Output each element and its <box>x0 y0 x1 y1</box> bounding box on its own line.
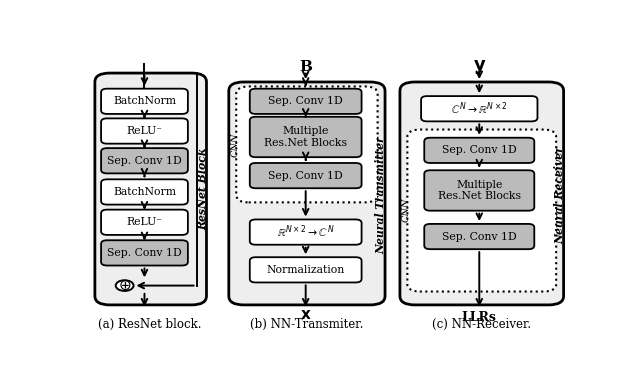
Text: Sep. Conv 1D: Sep. Conv 1D <box>268 96 343 106</box>
Text: LLRs: LLRs <box>462 311 497 324</box>
Circle shape <box>116 280 134 291</box>
FancyBboxPatch shape <box>250 89 362 114</box>
Text: Multiple
Res.Net Blocks: Multiple Res.Net Blocks <box>438 179 521 201</box>
FancyBboxPatch shape <box>101 240 188 266</box>
FancyBboxPatch shape <box>400 82 564 305</box>
Text: Neural Transmitter: Neural Transmitter <box>376 136 387 254</box>
Text: Neural Receiver: Neural Receiver <box>554 146 565 244</box>
Text: $\mathbb{C}^N \rightarrow \mathbb{R}^{N\times 2}$: $\mathbb{C}^N \rightarrow \mathbb{R}^{N\… <box>451 100 508 117</box>
FancyBboxPatch shape <box>101 210 188 235</box>
FancyBboxPatch shape <box>101 148 188 173</box>
Text: Sep. Conv 1D: Sep. Conv 1D <box>268 171 343 181</box>
Text: ResNet Block: ResNet Block <box>198 148 209 230</box>
FancyBboxPatch shape <box>408 130 556 291</box>
Text: ReLU⁻: ReLU⁻ <box>127 217 163 227</box>
FancyBboxPatch shape <box>424 170 534 211</box>
Text: ReLU⁻: ReLU⁻ <box>127 126 163 136</box>
Text: $\mathbf{x}$: $\mathbf{x}$ <box>300 308 312 322</box>
Text: $\mathbb{R}^{N\times 2} \rightarrow \mathbb{C}^N$: $\mathbb{R}^{N\times 2} \rightarrow \mat… <box>277 224 335 240</box>
Text: Multiple
Res.Net Blocks: Multiple Res.Net Blocks <box>264 126 347 148</box>
FancyBboxPatch shape <box>101 89 188 114</box>
Text: $\oplus$: $\oplus$ <box>118 278 131 293</box>
Text: Sep. Conv 1D: Sep. Conv 1D <box>442 232 516 242</box>
FancyBboxPatch shape <box>95 73 207 305</box>
Text: CNN: CNN <box>401 198 410 222</box>
Text: BatchNorm: BatchNorm <box>113 96 176 106</box>
FancyBboxPatch shape <box>229 82 385 305</box>
Text: $\mathbf{y}$: $\mathbf{y}$ <box>472 58 486 76</box>
FancyBboxPatch shape <box>250 220 362 245</box>
Text: CNN: CNN <box>230 132 239 157</box>
Text: BatchNorm: BatchNorm <box>113 187 176 197</box>
Text: B: B <box>299 60 312 74</box>
FancyBboxPatch shape <box>421 96 538 121</box>
Text: Normalization: Normalization <box>266 265 345 275</box>
FancyBboxPatch shape <box>101 119 188 144</box>
Text: Sep. Conv 1D: Sep. Conv 1D <box>107 248 182 258</box>
FancyBboxPatch shape <box>250 257 362 283</box>
FancyBboxPatch shape <box>424 224 534 249</box>
FancyBboxPatch shape <box>424 138 534 163</box>
Text: (b) NN-Transmiter.: (b) NN-Transmiter. <box>250 318 364 331</box>
Text: (c) NN-Receiver.: (c) NN-Receiver. <box>432 318 531 331</box>
FancyBboxPatch shape <box>236 86 378 202</box>
FancyBboxPatch shape <box>101 179 188 205</box>
Text: (a) ResNet block.: (a) ResNet block. <box>98 318 201 331</box>
Text: Sep. Conv 1D: Sep. Conv 1D <box>442 146 516 155</box>
FancyBboxPatch shape <box>250 163 362 188</box>
Text: Sep. Conv 1D: Sep. Conv 1D <box>107 156 182 166</box>
FancyBboxPatch shape <box>250 117 362 157</box>
